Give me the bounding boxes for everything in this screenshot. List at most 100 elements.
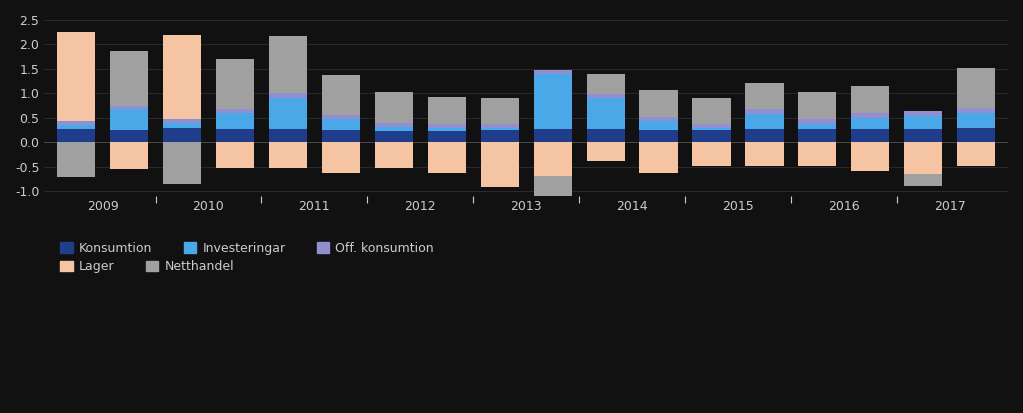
Bar: [851, 113, 889, 118]
Bar: [958, 68, 995, 108]
Bar: [110, 51, 148, 105]
Bar: [269, 93, 307, 98]
Bar: [798, 123, 837, 128]
Bar: [904, 174, 942, 186]
Bar: [586, 98, 625, 128]
Bar: [269, 36, 307, 93]
Bar: [163, 123, 202, 128]
Bar: [798, 128, 837, 142]
Bar: [428, 142, 465, 173]
Bar: [746, 109, 784, 114]
Bar: [534, 128, 572, 142]
Text: 2014: 2014: [616, 200, 648, 213]
Bar: [904, 128, 942, 142]
Bar: [57, 32, 95, 121]
Bar: [851, 86, 889, 113]
Bar: [904, 116, 942, 128]
Text: 2015: 2015: [722, 200, 754, 213]
Bar: [322, 142, 360, 173]
Text: 2011: 2011: [299, 200, 330, 213]
Bar: [216, 109, 254, 113]
Bar: [586, 94, 625, 98]
Bar: [534, 142, 572, 176]
Bar: [798, 119, 837, 123]
Bar: [746, 128, 784, 142]
Bar: [851, 118, 889, 128]
Bar: [216, 59, 254, 109]
Bar: [639, 117, 677, 121]
Bar: [57, 142, 95, 178]
Bar: [163, 35, 202, 119]
Bar: [57, 125, 95, 128]
Bar: [269, 128, 307, 142]
Bar: [57, 128, 95, 142]
Bar: [374, 92, 413, 123]
Bar: [693, 128, 730, 130]
Bar: [374, 131, 413, 142]
Text: 2009: 2009: [87, 200, 119, 213]
Bar: [481, 130, 519, 142]
Text: 2013: 2013: [510, 200, 542, 213]
Bar: [481, 123, 519, 128]
Bar: [693, 123, 730, 128]
Bar: [586, 74, 625, 94]
Bar: [322, 130, 360, 142]
Text: 2016: 2016: [828, 200, 859, 213]
Bar: [481, 128, 519, 130]
Bar: [534, 70, 572, 74]
Bar: [322, 75, 360, 115]
Bar: [639, 130, 677, 142]
Bar: [322, 119, 360, 130]
Bar: [958, 113, 995, 128]
Bar: [481, 98, 519, 123]
Bar: [534, 176, 572, 207]
Text: 2017: 2017: [934, 200, 966, 213]
Bar: [904, 142, 942, 174]
Bar: [586, 142, 625, 161]
Bar: [958, 142, 995, 166]
Bar: [481, 142, 519, 187]
Bar: [693, 130, 730, 142]
Bar: [269, 142, 307, 168]
Bar: [586, 128, 625, 142]
Bar: [374, 142, 413, 168]
Bar: [110, 130, 148, 142]
Text: 2012: 2012: [404, 200, 436, 213]
Bar: [428, 128, 465, 131]
Bar: [57, 121, 95, 125]
Bar: [216, 128, 254, 142]
Bar: [110, 105, 148, 109]
Legend: Lager, Netthandel: Lager, Netthandel: [60, 260, 234, 273]
Bar: [428, 123, 465, 128]
Bar: [428, 131, 465, 142]
Bar: [798, 92, 837, 119]
Bar: [269, 98, 307, 128]
Bar: [163, 128, 202, 142]
Bar: [639, 142, 677, 173]
Bar: [110, 142, 148, 169]
Bar: [374, 126, 413, 131]
Text: 2010: 2010: [192, 200, 224, 213]
Bar: [693, 142, 730, 166]
Bar: [216, 113, 254, 128]
Bar: [746, 83, 784, 109]
Bar: [163, 119, 202, 123]
Bar: [904, 112, 942, 116]
Bar: [163, 142, 202, 184]
Bar: [534, 74, 572, 128]
Bar: [958, 108, 995, 113]
Bar: [851, 142, 889, 171]
Bar: [374, 123, 413, 126]
Bar: [851, 128, 889, 142]
Bar: [428, 97, 465, 123]
Bar: [746, 142, 784, 166]
Bar: [216, 142, 254, 168]
Bar: [639, 90, 677, 117]
Bar: [639, 121, 677, 130]
Bar: [958, 128, 995, 142]
Bar: [693, 98, 730, 123]
Bar: [798, 142, 837, 166]
Bar: [322, 115, 360, 119]
Bar: [746, 114, 784, 128]
Bar: [110, 109, 148, 130]
